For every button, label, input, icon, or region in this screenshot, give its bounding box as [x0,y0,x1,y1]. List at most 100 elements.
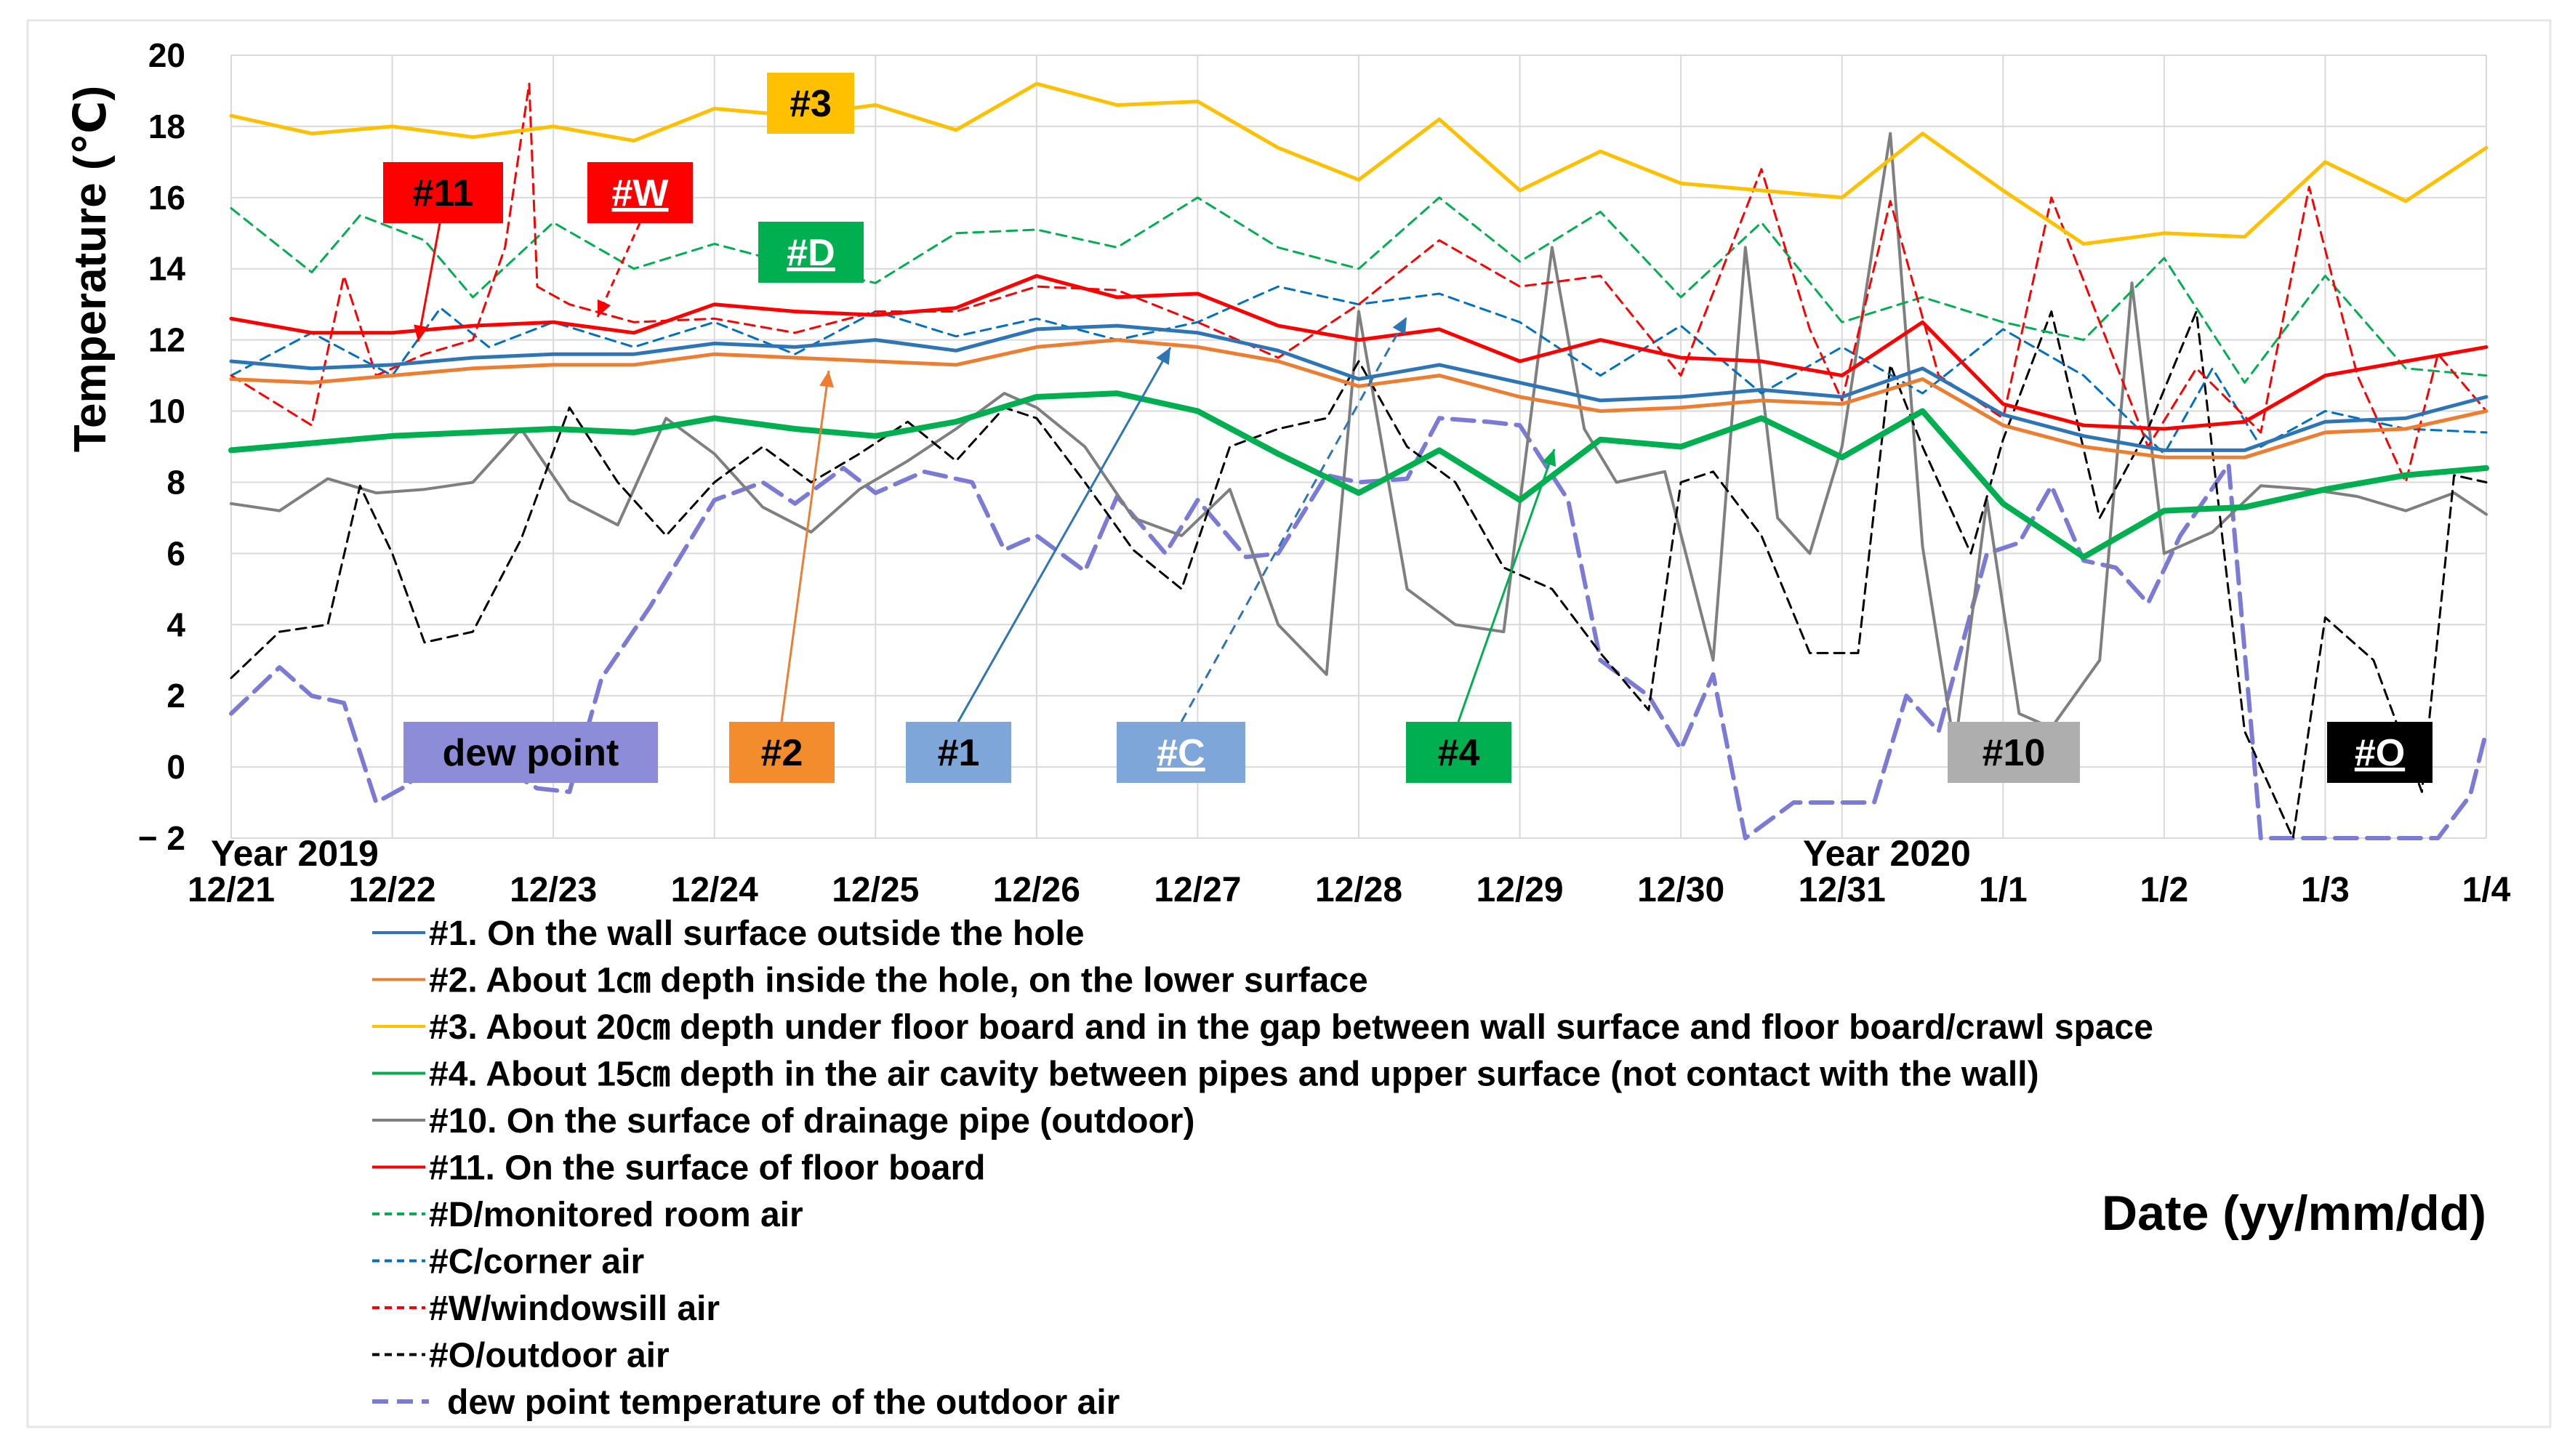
y-tick-label: 14 [148,250,186,288]
y-tick-label: 20 [148,36,185,74]
callout-label: #D [787,232,835,274]
legend-item-sO: #O/outdoor air [372,1337,670,1375]
series-line-s11 [229,274,2488,431]
y-tick-label: 12 [148,321,185,359]
x-tick-label: 12/31 [1799,871,1886,909]
arrow-C [1180,316,1408,723]
x-tick-label: 1/3 [2301,871,2350,909]
y-tick-label: − 2 [138,819,185,857]
callout-box [2327,722,2433,783]
year-label-2019: Year 2019 [211,833,379,874]
legend-item-sD: #D/monitored room air [372,1196,803,1234]
x-tick-label: 1/2 [2140,871,2188,909]
legend-label: #C/corner air [429,1243,644,1282]
series-line-s4 [228,390,2489,560]
callout-label: dew point [443,732,619,774]
series-line-sW [230,82,2488,483]
y-axis-label: Temperature (℃) [65,86,116,453]
callout-c10: #10 [1948,722,2080,783]
callout-box [403,722,658,783]
callout-cC: #C [1117,722,1245,783]
y-tick-label: 18 [148,108,185,145]
arrow-C-head [1392,317,1407,335]
legend-item-s11: #11. On the surface of floor board [372,1149,986,1188]
callout-cD: #D [758,222,864,283]
arrow-W-head [597,299,611,317]
arrow-11 [417,222,441,342]
series-line-sO [230,310,2488,840]
legend-item-sDP: dew point temperature of the outdoor air [372,1383,1120,1422]
x-tick-label: 12/30 [1637,871,1724,909]
legend-item-s3: #3. About 20㎝ depth under floor board an… [372,1008,2153,1047]
arrow-2-head [819,371,834,388]
y-tick-label: 10 [148,393,185,430]
callout-label: #W [612,172,670,214]
callout-box [767,73,854,134]
x-tick-label: 12/27 [1154,871,1241,909]
legend-label: #2. About 1㎝ depth inside the hole, on t… [429,962,1368,1000]
series-line-s10 [230,132,2488,751]
x-tick-label: 12/28 [1315,871,1402,909]
y-tick-label: 4 [166,606,185,643]
grid-lines [230,55,2487,839]
y-tick-label: 6 [166,534,185,572]
legend-label: #D/monitored room air [429,1196,803,1234]
arrow-1-head [1156,347,1170,366]
callout-label: #4 [1438,732,1480,774]
legend-label: #11. On the surface of floor board [429,1149,986,1188]
callout-box [1117,722,1245,783]
y-tick-label: 0 [166,748,185,786]
x-tick-label: 12/29 [1477,871,1564,909]
arrow-4 [1457,449,1556,723]
callout-box [587,162,693,223]
callout-label: #O [2355,732,2405,774]
legend-item-s10: #10. On the surface of drainage pipe (ou… [372,1102,1194,1141]
legend-label: #O/outdoor air [429,1337,670,1375]
chart-frame [26,19,2552,1428]
callout-arrows [414,222,1556,723]
x-tick-label: 12/23 [510,871,597,909]
year-label-2020: Year 2020 [1803,833,1971,874]
legend-label: #W/windowsill air [429,1290,720,1328]
callout-c3: #3 [767,73,854,134]
callout-box [906,722,1011,783]
callout-label: #1 [938,732,980,774]
x-tick-label: 12/22 [349,871,436,909]
arrow-W [596,222,641,318]
x-tick-label: 1/4 [2462,871,2511,909]
legend-label: #1. On the wall surface outside the hole [429,914,1085,953]
series-line-s1 [229,323,2488,452]
y-tick-label: 16 [148,179,185,217]
arrow-2 [780,370,830,723]
series-line-s2 [229,338,2488,459]
legend-item-sC: #C/corner air [372,1243,644,1282]
y-tick-label: 2 [166,677,185,715]
series-lines [228,81,2489,840]
callout-c2: #2 [729,722,835,783]
legend-item-s4: #4. About 15㎝ depth in the air cavity be… [372,1055,2039,1094]
arrow-1 [957,347,1172,723]
arrow-11-head [414,324,428,342]
callout-cO: #O [2327,722,2433,783]
callout-label: #3 [790,83,832,125]
legend-item-s1: #1. On the wall surface outside the hole [372,914,1085,953]
legend-label: #10. On the surface of drainage pipe (ou… [429,1102,1194,1141]
x-tick-label: 12/26 [993,871,1080,909]
x-tick-label: 1/1 [1979,871,2028,909]
callout-label: #2 [761,732,803,774]
callout-cW: #W [587,162,693,223]
x-tick-label: 12/21 [188,871,275,909]
x-tick-label: 12/25 [832,871,919,909]
callout-label: #11 [413,172,474,214]
callout-box [1406,722,1511,783]
x-tick-label: 12/24 [671,871,758,909]
x-axis-label: Date (yy/mm/dd) [2102,1186,2486,1241]
series-line-s3 [229,81,2488,246]
callout-box [383,162,503,223]
callout-box [729,722,835,783]
arrow-4-head [1542,449,1556,467]
callout-dp: dew point [403,722,658,783]
